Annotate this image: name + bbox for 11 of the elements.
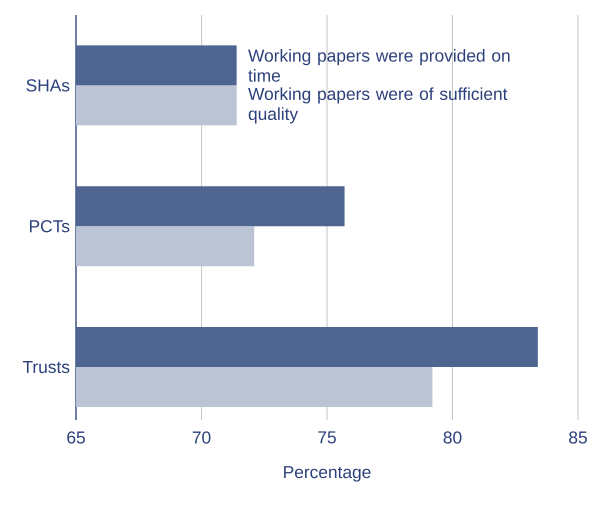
x-tick-label: 80 <box>444 431 462 444</box>
y-tick-label: SHAs <box>26 79 70 92</box>
x-tick-label: 65 <box>67 431 85 444</box>
x-tick-label: 85 <box>569 431 587 444</box>
x-tick-label: 75 <box>318 431 336 444</box>
x-axis-title: Percentage <box>284 466 371 482</box>
y-tick-label: PCTs <box>30 220 70 232</box>
series-label: Working papers were provided on time <box>248 49 510 82</box>
series-label: Working papers were of sufficient quality <box>248 87 508 124</box>
y-tick-label: Trusts <box>22 361 70 374</box>
x-tick-label: 70 <box>192 431 210 444</box>
